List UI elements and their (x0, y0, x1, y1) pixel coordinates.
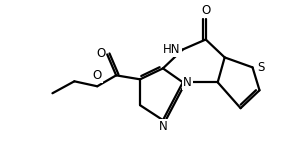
Text: HN: HN (163, 43, 181, 56)
Text: S: S (257, 61, 265, 74)
Text: N: N (183, 76, 192, 89)
Text: O: O (201, 4, 210, 17)
Text: N: N (159, 120, 167, 133)
Text: O: O (93, 69, 102, 82)
Text: O: O (96, 47, 105, 60)
